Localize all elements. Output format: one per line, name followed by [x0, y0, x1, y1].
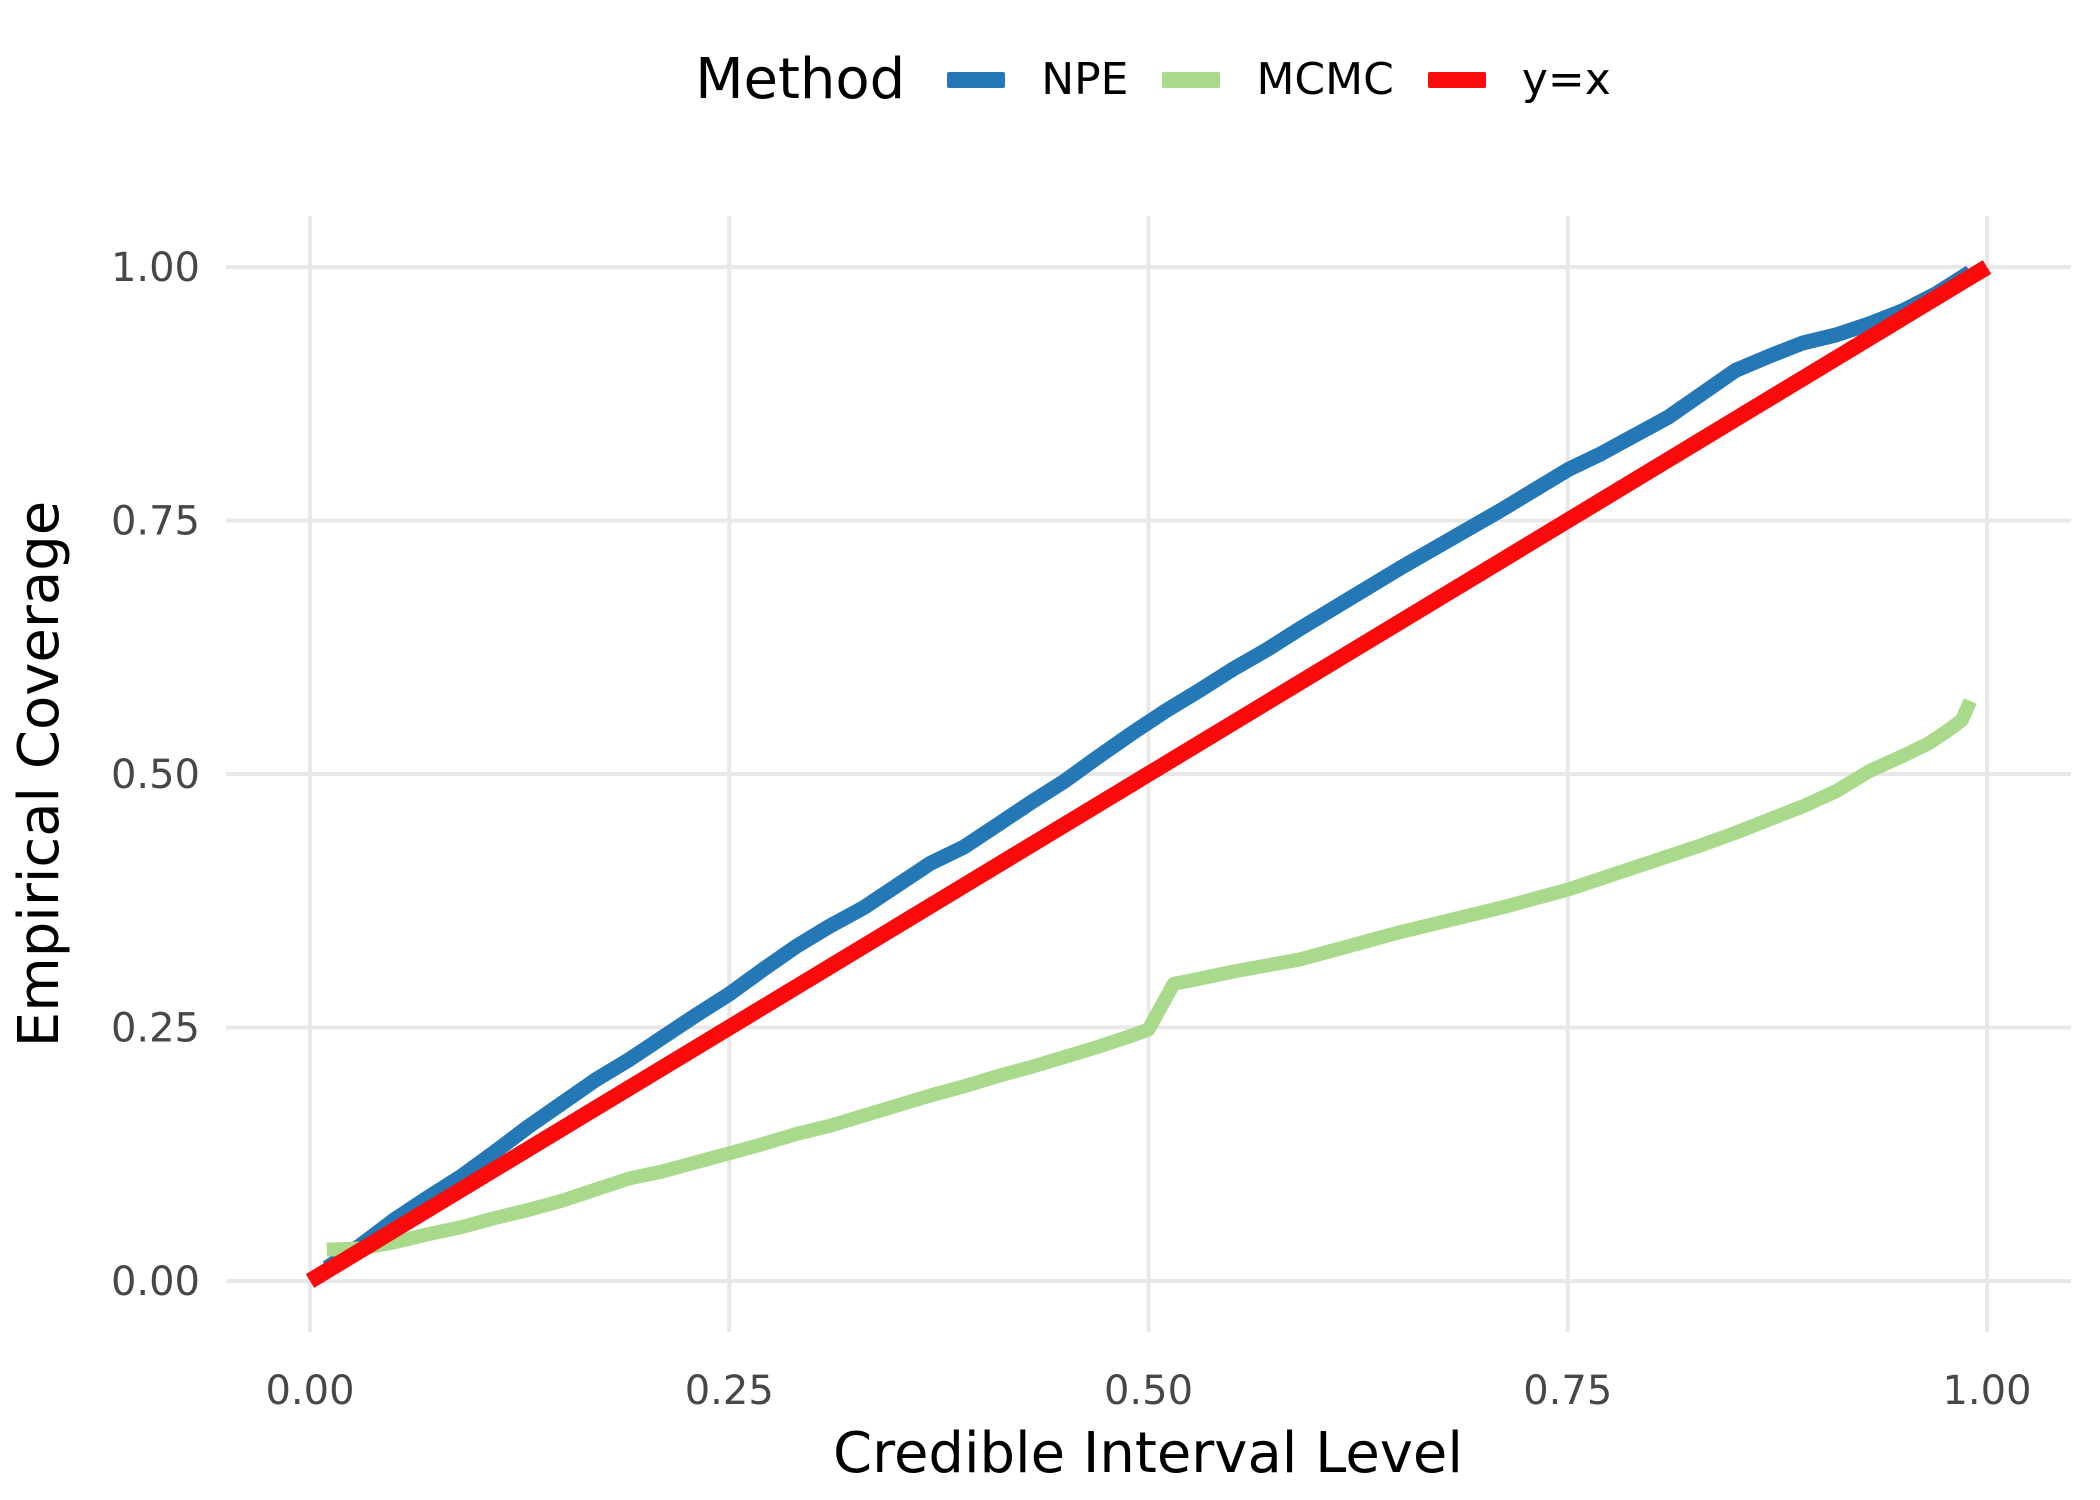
legend-label-yx: y=x: [1521, 54, 1611, 105]
legend-item-npe: NPE: [947, 58, 1128, 102]
mcmc-line-swatch-icon: [1162, 72, 1221, 88]
y-tick-label: 0.00: [111, 1259, 200, 1305]
y-tick-label: 1.00: [111, 245, 200, 291]
legend-item-mcmc: MCMC: [1162, 54, 1394, 105]
grid-layer: [226, 216, 2071, 1332]
legend: Method NPE MCMC y=x: [103, 52, 2100, 108]
x-tick-label: 0.50: [1104, 1368, 1193, 1414]
tick-layer: 0.00 0.25 0.50 0.75 1.00 0.00 0.25 0.50 0.75 1.00: [111, 245, 2032, 1414]
x-tick-label: 1.00: [1942, 1368, 2031, 1414]
y-tick-label: 0.75: [111, 499, 200, 545]
legend-item-yx: y=x: [1427, 54, 1611, 105]
x-tick-label: 0.00: [265, 1368, 354, 1414]
series-line-mcmc: [326, 698, 1977, 1257]
y-tick-label: 0.25: [111, 1006, 200, 1052]
npe-line-swatch-icon: [947, 72, 1006, 88]
x-tick-label: 0.25: [685, 1368, 774, 1414]
x-tick-label: 0.75: [1523, 1368, 1612, 1414]
legend-label-mcmc: MCMC: [1256, 54, 1394, 105]
legend-title: Method: [695, 47, 906, 112]
x-axis-title: Credible Interval Level: [833, 1421, 1463, 1486]
series-line-y-x: [305, 260, 1992, 1288]
series-layer: [305, 260, 1992, 1288]
y-axis-title: Empirical Coverage: [7, 501, 72, 1047]
legend-label-npe: NPE: [1041, 54, 1129, 105]
series-line-npe: [322, 265, 1975, 1275]
yx-line-swatch-icon: [1427, 72, 1486, 88]
y-tick-label: 0.50: [111, 752, 200, 798]
